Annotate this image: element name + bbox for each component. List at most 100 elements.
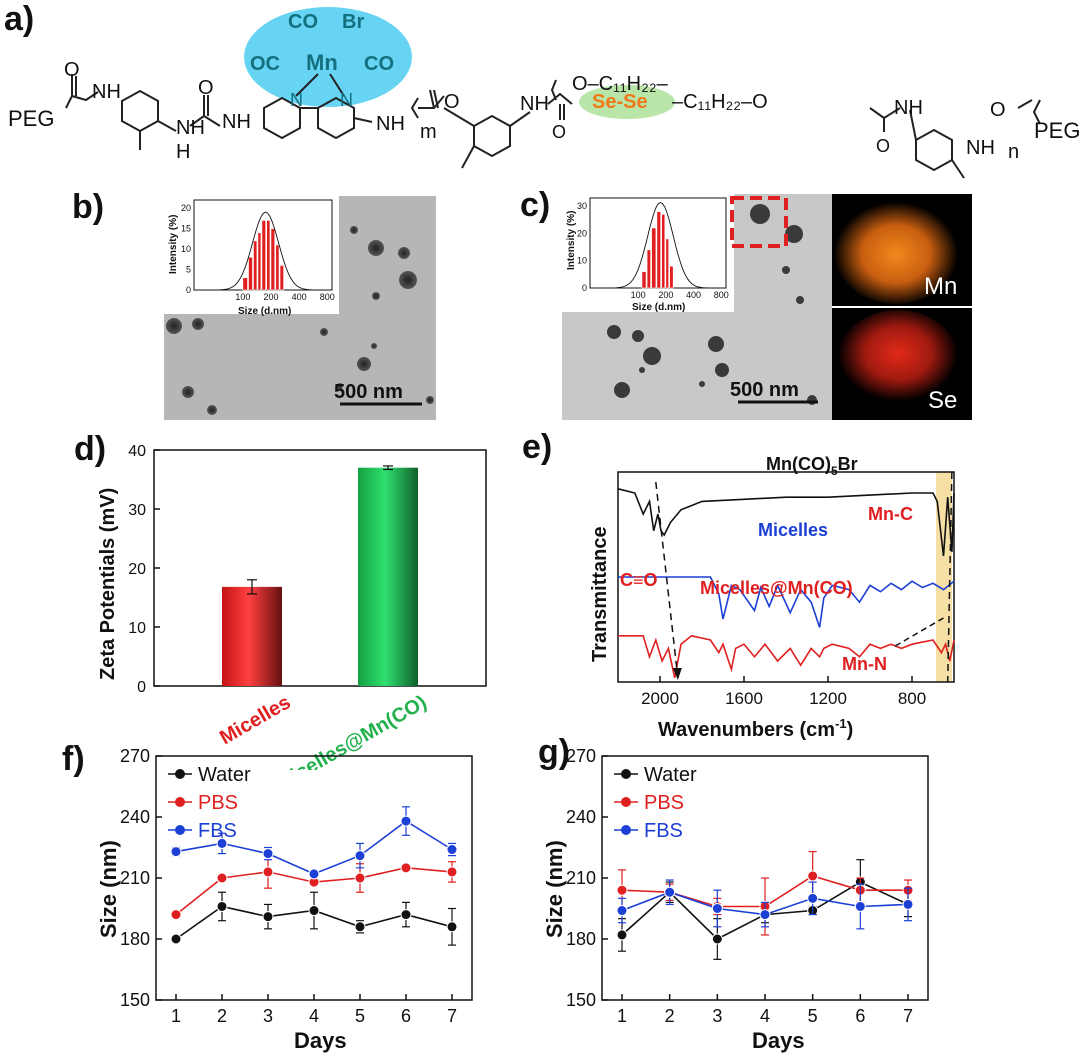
g-xlabel: Days [752, 1028, 805, 1053]
y-tick-label: 15 [181, 224, 191, 234]
size-histogram-b: Intensity (%) Size (d.nm) 100 200 400 800 0 5… [168, 199, 335, 317]
y-tick-label: 10 [577, 256, 587, 266]
histogram-bar [242, 277, 248, 291]
y-tick-label: 240 [120, 807, 150, 827]
nh-label-2: NH [176, 117, 205, 139]
legend-marker [175, 825, 185, 835]
legend-marker [621, 797, 631, 807]
scale-label-b: 500 nm [334, 381, 403, 403]
x-tick-label: 3 [263, 1006, 273, 1026]
x-tick-label: 4 [760, 1006, 770, 1026]
inset-b-xlabel: Size (d.nm) [238, 306, 291, 317]
x-tick-label: 2000 [641, 689, 679, 708]
ftir-series-line [617, 488, 955, 557]
y-tick-label: 270 [566, 748, 596, 766]
x-tick-label: 800 [714, 290, 729, 300]
nh-label-3: NH [222, 111, 251, 133]
eds-map-se: Se [832, 308, 972, 420]
data-point [262, 911, 274, 923]
ftir-series-line [618, 576, 955, 628]
data-point [902, 898, 914, 910]
data-point [400, 815, 412, 827]
o-atom-4: O [552, 122, 566, 142]
x-tick-label: 4 [309, 1006, 319, 1026]
x-tick-label: 400 [292, 292, 307, 302]
y-tick-label: 240 [566, 807, 596, 827]
nh-label-1: NH [92, 81, 121, 103]
legend-label: FBS [198, 820, 237, 842]
y-tick-label: 180 [120, 929, 150, 949]
data-point [807, 870, 819, 882]
x-tick-label: 1600 [725, 689, 763, 708]
legend-label: Water [644, 764, 697, 786]
y-tick-label: 0 [186, 285, 191, 295]
oc-left-label: OC [250, 53, 280, 75]
histogram-bar [266, 220, 271, 291]
y-tick-label: 0 [137, 679, 146, 696]
histogram-bar [279, 265, 284, 291]
peg-left-label: PEG [8, 106, 54, 131]
data-point [759, 909, 771, 921]
y-tick-label: 210 [120, 868, 150, 888]
data-point [170, 909, 182, 921]
ftir-chart: Transmittance 2000 1600 1200 800 Mn(CO)5Br … [589, 454, 955, 740]
ftir-series-label-mnco5br: Mn(CO)5Br [766, 454, 858, 478]
panel-label-a: a) [4, 0, 35, 38]
m-subscript: m [420, 121, 437, 143]
co-shift-guide [655, 481, 679, 679]
stability-chart-f: Size (nm) Days 150 180 210 240 270 1 2 3 4 5 6 7 Wat… [96, 748, 473, 1053]
co-right-label: CO [364, 53, 394, 75]
sese-highlight [579, 85, 675, 119]
legend-label: FBS [644, 820, 683, 842]
tem-particles-b [166, 226, 434, 415]
ftir-ylabel: Transmittance [589, 526, 611, 662]
y-tick-label: 210 [566, 868, 596, 888]
n-atom-1: N [290, 90, 303, 110]
peg-right-label: PEG [1034, 118, 1080, 143]
plot-frame [153, 449, 487, 687]
mn-complex-highlight [244, 7, 412, 107]
histogram-bar [651, 227, 657, 289]
y-tick-label: 0 [582, 283, 587, 293]
data-point [711, 903, 723, 914]
y-tick-label: 270 [120, 748, 150, 766]
tem-image-b: 500 nm [164, 196, 436, 420]
data-point [308, 868, 320, 880]
data-point [262, 848, 274, 860]
n-subscript: n [1008, 141, 1019, 163]
size-histogram-c: Intensity (%) Size (d.nm) 100 200 400 800 0 1… [566, 197, 729, 313]
y-tick-label: 30 [128, 502, 146, 519]
data-point [354, 921, 366, 933]
legend-marker [175, 797, 185, 807]
y-tick-label: 5 [186, 265, 191, 275]
data-point [616, 884, 628, 896]
histogram-bar [641, 271, 647, 289]
annotation-mn-c: Mn-C [868, 504, 913, 524]
panel-label-e: e) [522, 428, 553, 466]
g-ylabel: Size (nm) [542, 840, 567, 938]
data-point [711, 933, 723, 945]
y-tick-label: 20 [128, 561, 146, 578]
histogram-bar [646, 249, 651, 289]
y-tick-label: 150 [566, 990, 596, 1010]
x-tick-label: 6 [401, 1006, 411, 1026]
x-tick-label: 100 [235, 292, 250, 302]
x-tick-label: 200 [658, 290, 673, 300]
y-tick-label: 20 [577, 228, 587, 238]
o-atom-2: O [198, 77, 214, 99]
histogram-bar [248, 256, 253, 291]
br-label: Br [342, 11, 364, 33]
ftir-series-line [618, 634, 955, 678]
y-tick-label: 30 [577, 201, 587, 211]
y-tick-label: 40 [128, 443, 146, 460]
panel-label-f: f) [62, 740, 85, 778]
nh-label-5: NH [520, 93, 549, 115]
histogram-bar [661, 214, 666, 289]
hn-label: NH [966, 137, 995, 159]
sese-label: Se-Se [592, 91, 648, 113]
x-tick-label: 100 [631, 290, 646, 300]
tem-particles-c [607, 204, 817, 405]
data-point [170, 846, 182, 858]
selection-box-c [730, 196, 788, 248]
n-atom-2: N [340, 90, 353, 110]
